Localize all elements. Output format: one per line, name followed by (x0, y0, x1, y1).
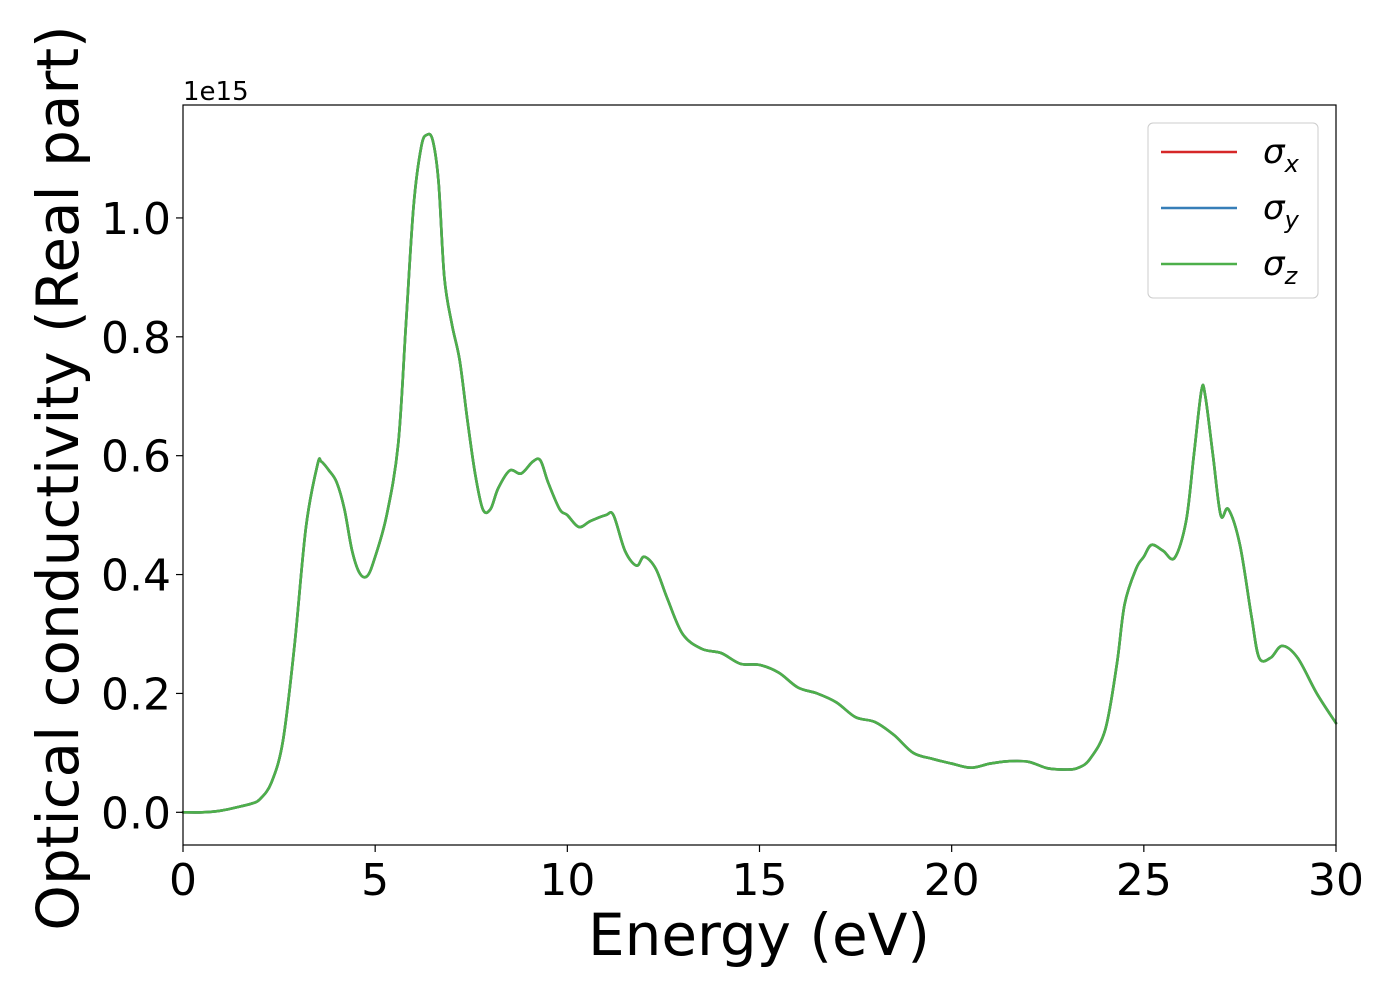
series-layer (181, 132, 1338, 814)
y-tick-label: 0.2 (101, 669, 171, 720)
x-tick-label: 0 (169, 855, 197, 906)
y-tick-label: 1.0 (101, 194, 171, 245)
y-offset-label: 1e15 (183, 77, 249, 107)
y-axis-ticks: 0.0 0.2 0.4 0.6 0.8 1.0 (101, 194, 183, 839)
y-tick-label: 0.8 (101, 313, 171, 364)
y-tick-label: 0.0 (101, 788, 171, 839)
legend-label: σy (1263, 188, 1300, 234)
x-tick-label: 20 (924, 855, 980, 906)
x-tick-label: 25 (1116, 855, 1172, 906)
x-axis-ticks: 0 5 10 15 20 25 30 (169, 845, 1364, 906)
y-tick-label: 0.6 (101, 432, 171, 483)
legend-label: σx (1263, 132, 1300, 178)
y-axis-label: Optical conductivity (Real part) (24, 25, 92, 930)
x-tick-label: 15 (732, 855, 788, 906)
x-tick-label: 30 (1308, 855, 1364, 906)
x-tick-label: 5 (361, 855, 389, 906)
x-axis-label: Energy (eV) (588, 901, 930, 969)
legend-entries: σx σy σz (1161, 132, 1300, 290)
y-tick-label: 0.4 (101, 551, 171, 602)
series-line-3 (181, 132, 1338, 814)
legend: σx σy σz (1147, 122, 1319, 299)
x-tick-label: 10 (539, 855, 595, 906)
legend-box (1147, 122, 1319, 299)
legend-label: σz (1263, 244, 1299, 290)
